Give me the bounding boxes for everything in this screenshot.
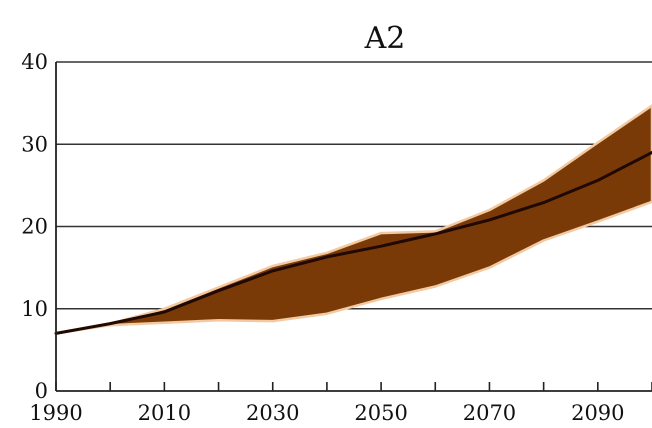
projection-range-band [54,104,652,335]
axes [55,62,652,392]
projection-band-area [54,104,652,335]
y-tick-label-20: 20 [21,215,48,239]
chart-title: A2 [364,21,406,56]
x-tick-label-2070: 2070 [463,401,516,425]
y-tick-label-40: 40 [21,50,48,74]
y-tick-labels: 0 10 20 30 40 [21,50,48,403]
x-tick-label-2010: 2010 [138,401,191,425]
x-tick-labels: 1990 2010 2030 2050 2070 2090 [29,401,624,425]
y-tick-label-0: 0 [35,379,48,403]
central-projection-line [54,151,652,335]
x-tick-label-2050: 2050 [354,401,407,425]
x-tick-label-2090: 2090 [571,401,624,425]
y-tick-label-30: 30 [21,132,48,156]
x-tick-label-1990: 1990 [29,401,82,425]
x-tick-label-2030: 2030 [246,401,299,425]
series-line-0 [54,151,652,335]
y-tick-label-10: 10 [21,297,48,321]
